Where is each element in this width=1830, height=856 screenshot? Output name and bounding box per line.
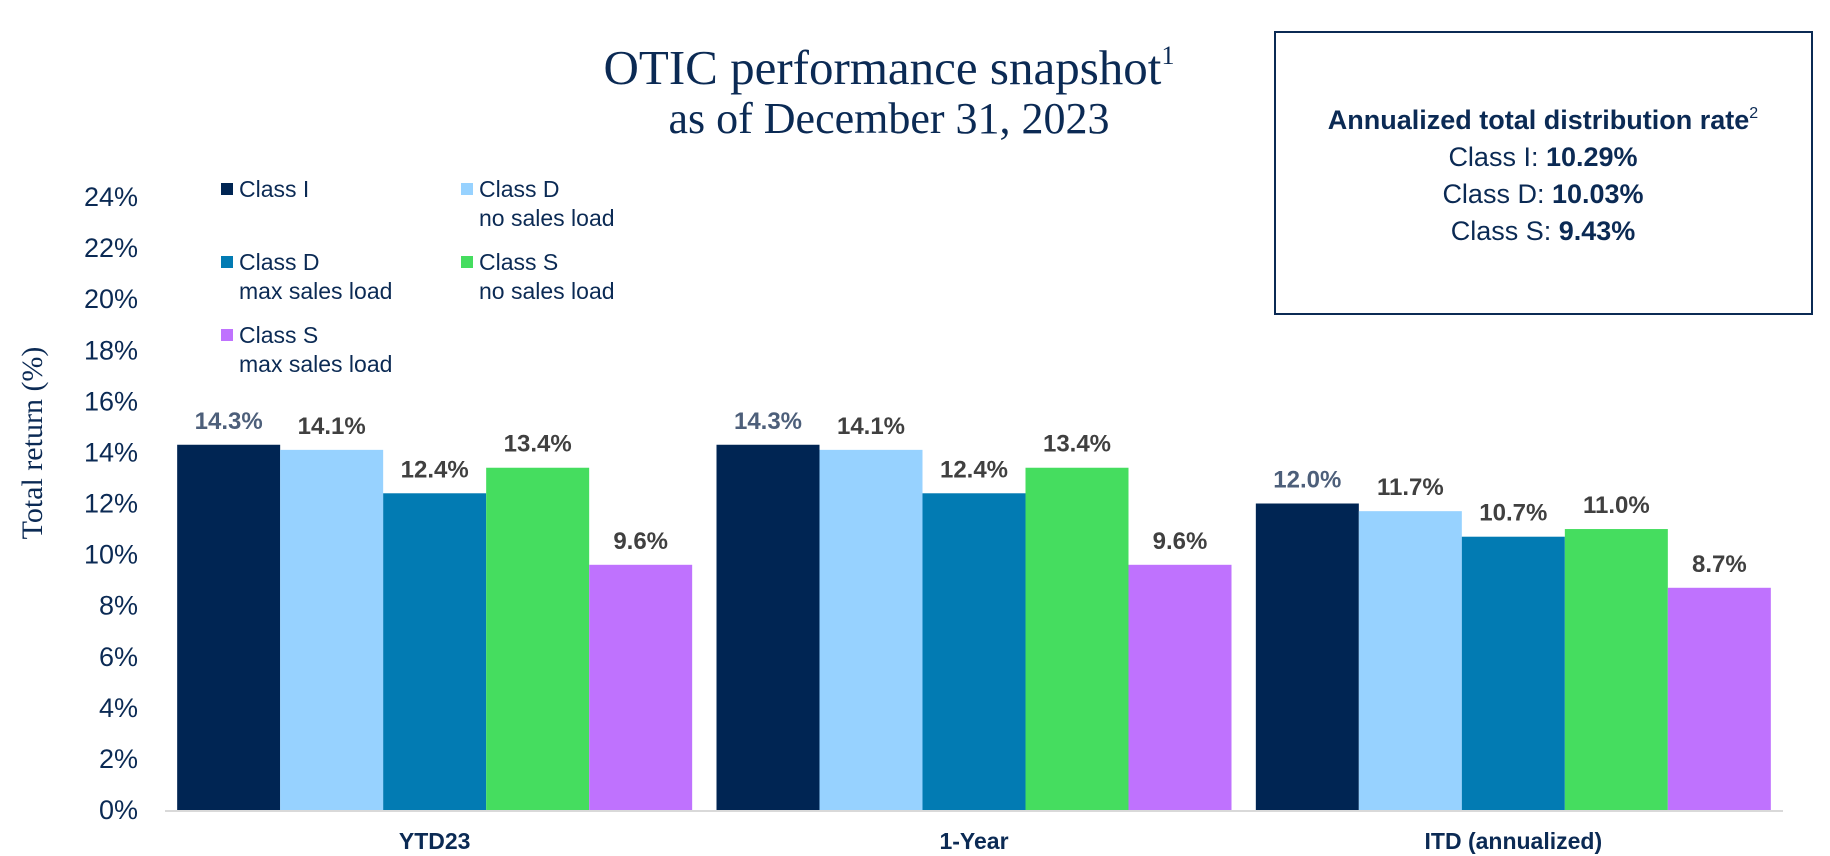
chart-title-text: OTIC performance snapshot [604,40,1162,95]
legend-swatch [461,256,473,268]
distribution-rate-class-i-label: Class I: [1448,142,1546,172]
legend-swatch [221,183,233,195]
bar-value-label: 12.4% [940,456,1008,483]
bar-value-label: 14.1% [298,413,366,440]
y-tick-label: 2% [99,744,138,774]
bar [819,449,923,810]
legend-swatch [221,256,233,268]
legend-label: Class S [479,249,558,275]
distribution-rate-class-d: Class D: 10.03% [1442,179,1643,209]
y-tick-label: 8% [99,591,138,621]
bars [177,444,1771,810]
bar-value-label: 13.4% [1043,431,1111,458]
y-axis-label: Total return (%) [16,347,49,540]
distribution-rate-class-d-value: 10.03% [1552,179,1644,209]
bar-value-label: 13.4% [504,431,572,458]
distribution-rate-class-i-value: 10.29% [1546,142,1638,172]
bar-value-label: 14.3% [734,408,802,435]
chart-title-footnote: 1 [1161,41,1174,70]
y-tick-label: 20% [84,284,138,314]
bar [716,444,820,810]
legend-label: Class S [239,322,318,348]
bar-value-label: 14.1% [837,413,905,440]
y-tick-label: 12% [84,489,138,519]
distribution-rate-footnote: 2 [1749,105,1758,122]
legend-label: max sales load [239,278,392,304]
bar-value-label: 12.4% [401,456,469,483]
chart-title: OTIC performance snapshot1 as of Decembe… [604,40,1175,143]
legend-label: max sales load [239,351,392,377]
legend: Class I Class D no sales load Class D max sa… [221,176,615,377]
legend-label: Class D [239,249,320,275]
bar [1255,503,1359,810]
y-tick-label: 16% [84,386,138,416]
distribution-rate-class-s-label: Class S: [1451,216,1559,246]
distribution-rate-class-i: Class I: 10.29% [1448,142,1637,172]
bar [1564,529,1668,810]
bar-value-label: 10.7% [1479,500,1547,527]
y-tick-label: 24% [84,182,138,212]
y-axis-ticks: 0% 2% 4% 6% 8% 10% 12% 14% 16% 18% 20% 22% 24% [84,182,138,825]
bar-data-labels: 14.3% 14.1% 12.4% 13.4% 9.6% 14.3% 14.1% 12.4% 1… [195,408,1747,578]
bar-value-label: 9.6% [613,528,668,555]
bar-value-label: 11.7% [1377,474,1444,501]
chart-title-line1: OTIC performance snapshot1 [604,40,1175,95]
x-category-label: ITD (annualized) [1425,828,1603,854]
bar [1025,467,1129,810]
x-category-label: YTD23 [399,828,471,854]
bar-value-label: 9.6% [1153,528,1208,555]
legend-label: Class I [239,176,309,202]
bar-value-label: 14.3% [195,408,263,435]
distribution-rate-class-s-value: 9.43% [1559,216,1636,246]
distribution-rate-box: Annualized total distribution rate2 Clas… [1274,31,1813,315]
y-tick-label: 0% [99,795,138,825]
x-category-label: 1-Year [939,828,1008,854]
bar [1358,511,1462,810]
legend-label: Class D [479,176,560,202]
bar-value-label: 12.0% [1273,467,1341,494]
distribution-rate-box-border [1274,31,1813,315]
legend-label: no sales load [479,205,615,231]
bar [177,444,281,810]
bar-value-label: 11.0% [1583,492,1650,519]
y-tick-label: 10% [84,540,138,570]
bar [383,493,487,810]
chart-subtitle: as of December 31, 2023 [668,94,1109,143]
distribution-rate-title: Annualized total distribution rate2 [1328,105,1759,135]
bar [922,493,1026,810]
bar-value-label: 8.7% [1692,551,1747,578]
bar [280,449,384,810]
bar [1128,564,1232,810]
bar [486,467,590,810]
x-axis-categories: YTD23 1-Year ITD (annualized) [399,828,1602,854]
y-tick-label: 4% [99,693,138,723]
distribution-rate-class-d-label: Class D: [1442,179,1552,209]
distribution-rate-title-text: Annualized total distribution rate [1328,105,1750,135]
legend-swatch [461,183,473,195]
y-tick-label: 14% [84,437,138,467]
y-tick-label: 22% [84,233,138,263]
legend-swatch [221,329,233,341]
y-tick-label: 6% [99,642,138,672]
bar [589,564,693,810]
bar [1461,536,1565,810]
legend-label: no sales load [479,278,615,304]
y-tick-label: 18% [84,335,138,365]
bar [1667,587,1771,810]
distribution-rate-class-s: Class S: 9.43% [1451,216,1636,246]
